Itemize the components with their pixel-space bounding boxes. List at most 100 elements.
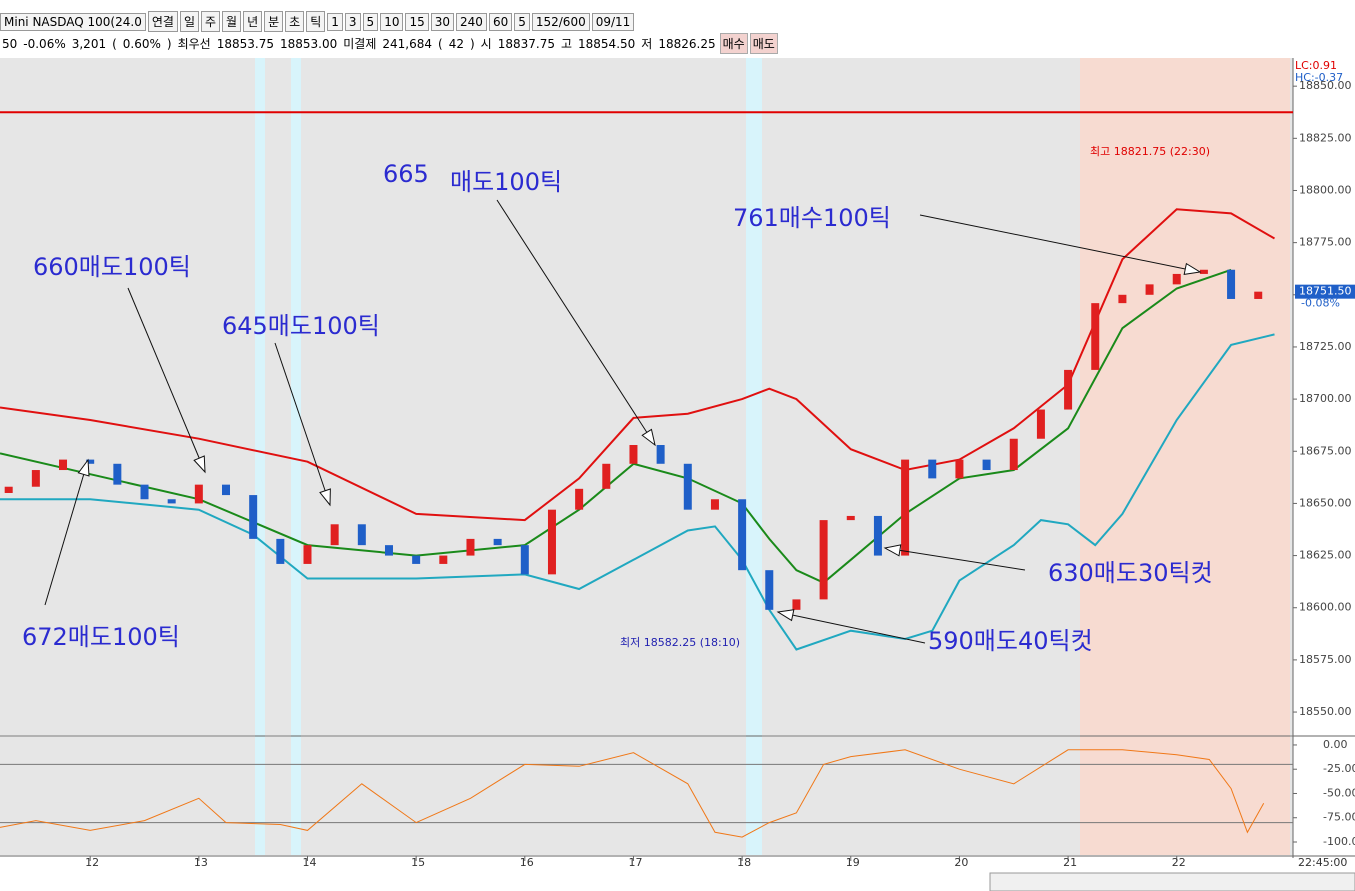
session-shade — [291, 58, 301, 855]
session-shade — [746, 58, 762, 855]
toolbar-button[interactable]: 15 — [405, 12, 429, 31]
quote-field[interactable]: 매수 — [719, 33, 748, 54]
toolbar-button[interactable]: 60 — [488, 12, 513, 31]
indicator-bg — [0, 737, 1293, 855]
annotation: 665 — [383, 160, 429, 188]
candle — [955, 459, 964, 479]
toolbar-button[interactable]: 09/11 — [591, 12, 635, 31]
candle — [1145, 284, 1154, 295]
y-tick-label: -50.00 — [1323, 786, 1355, 799]
candle — [765, 570, 774, 610]
y-tick-label: 18550.00 — [1299, 705, 1352, 718]
candle — [928, 459, 937, 479]
toolbar-button[interactable]: 5 — [362, 12, 379, 31]
candle — [303, 545, 312, 564]
indicator-line — [0, 749, 1265, 838]
quote-field: 고 — [560, 37, 573, 51]
last-change: -0.08% — [1301, 297, 1340, 310]
quote-field: 18853.00 — [279, 36, 338, 51]
toolbar-button[interactable]: 240 — [456, 12, 487, 31]
toolbar-button[interactable]: 일 — [179, 11, 199, 32]
quote-field: 18854.50 — [578, 36, 636, 51]
candle — [710, 499, 719, 510]
y-tick-label: 18575.00 — [1299, 653, 1352, 666]
y-tick-label: -75.00 — [1323, 811, 1355, 824]
annotation: 660매도100틱 — [33, 253, 191, 281]
y-tick-label: 18625.00 — [1299, 549, 1352, 562]
toolbar-button[interactable]: 3 — [344, 12, 361, 31]
x-tick-label: 15 — [411, 856, 425, 869]
y-tick-label: 18700.00 — [1299, 392, 1352, 405]
band-line — [0, 268, 1232, 584]
arrow-head — [883, 544, 902, 557]
candle — [901, 459, 910, 556]
quote-field: 미결제 — [343, 37, 377, 51]
toolbar-button[interactable]: 년 — [243, 11, 263, 32]
toolbar-button[interactable]: 152/600 — [531, 12, 590, 31]
candle — [113, 463, 122, 485]
candle — [1172, 273, 1181, 285]
candle — [846, 515, 855, 521]
candle — [602, 463, 611, 489]
candle — [330, 524, 339, 546]
toolbar-button[interactable]: 10 — [380, 12, 404, 31]
annotation: 645매도100틱 — [222, 312, 380, 340]
annotation: 672매도100틱 — [22, 623, 180, 651]
quote-field: 시 — [480, 37, 492, 51]
y-tick-label: 18775.00 — [1299, 236, 1352, 249]
y-tick-label: -25.00 — [1323, 762, 1355, 775]
x-tick-label: 13 — [194, 856, 208, 869]
quote-field[interactable]: 매도 — [749, 33, 778, 54]
candle — [4, 486, 13, 493]
x-tick-label: 12 — [85, 856, 99, 869]
quote-field: ( — [112, 36, 117, 51]
annotation: 630매도30틱컷 — [1048, 559, 1213, 587]
y-tick-label: -100.00 — [1323, 835, 1355, 848]
candle — [1036, 409, 1045, 439]
quote-field: 18826.25 — [658, 36, 716, 51]
candle — [167, 499, 176, 504]
y-tick-label: 18800.00 — [1299, 183, 1352, 196]
y-tick-label: 0.00 — [1323, 738, 1348, 751]
session-shade — [255, 58, 265, 855]
candle — [140, 484, 149, 500]
candle — [629, 445, 638, 464]
candle — [412, 555, 421, 564]
candle — [249, 495, 258, 539]
scroll-controls[interactable] — [989, 872, 1355, 891]
candle — [31, 470, 40, 487]
candle — [357, 524, 366, 546]
candle — [1199, 269, 1208, 274]
toolbar-button[interactable]: 5 — [514, 12, 530, 31]
annotation-arrow — [127, 287, 206, 473]
toolbar-button[interactable]: 30 — [430, 12, 455, 31]
quote-field: 18853.75 — [216, 36, 274, 51]
quote-field: ) — [469, 36, 475, 51]
arrow-head — [193, 455, 206, 474]
toolbar-button[interactable]: 틱 — [306, 11, 326, 32]
x-tick-label: 16 — [520, 856, 534, 869]
candle — [276, 538, 285, 564]
hc-label: HC:-0.37 — [1295, 71, 1343, 84]
annotation-arrow — [919, 214, 1201, 273]
toolbar-button[interactable]: 분 — [264, 11, 284, 32]
quote-field: 241,684 — [382, 36, 432, 51]
annotation: 590매도40틱컷 — [928, 627, 1093, 655]
high-label: 최고 18821.75 (22:30) — [1090, 145, 1210, 158]
x-tick-label: 20 — [954, 856, 968, 869]
candle — [59, 459, 68, 471]
quote-field: 42 — [448, 36, 464, 51]
toolbar-button[interactable]: Mini NASDAQ 100(24.0 — [0, 12, 146, 31]
toolbar: Mini NASDAQ 100(24.0 연결 일 주 월 년 분 초 틱 1 3 5 10 15 30 24… — [0, 11, 635, 32]
toolbar-button[interactable]: 초 — [285, 11, 305, 32]
annotation: 매도100틱 — [450, 168, 562, 196]
toolbar-button[interactable]: 1 — [327, 12, 343, 31]
candle — [873, 515, 882, 556]
toolbar-button[interactable]: 월 — [222, 11, 242, 32]
toolbar-button[interactable]: 연결 — [147, 11, 178, 32]
quote-field: ( — [438, 36, 443, 51]
toolbar-button[interactable]: 주 — [200, 11, 221, 32]
x-tick-label: 21 — [1063, 856, 1077, 869]
